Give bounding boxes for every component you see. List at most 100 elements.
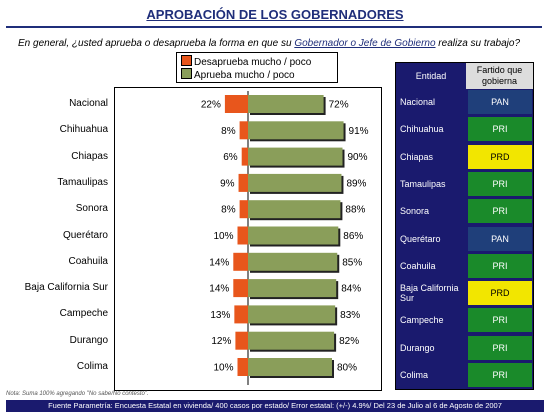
bar-aprueba: [248, 200, 341, 219]
survey-question: En general, ¿usted aprueba o desaprueba …: [18, 38, 538, 49]
bar-aprueba: [248, 226, 339, 245]
table-row: Querétaro PAN: [396, 226, 533, 252]
table-cell-entidad: Querétaro: [400, 233, 441, 244]
bar-aprueba: [248, 121, 344, 140]
bar-desaprueba: [238, 173, 248, 192]
party-table: Entidad Fartido que gobierna Nacional PAN…: [395, 62, 534, 390]
bar-aprueba: [248, 305, 336, 324]
data-label-desaprueba: 10%: [213, 231, 233, 242]
table-row: Sonora PRI: [396, 198, 533, 224]
data-label-aprueba: 72%: [329, 100, 349, 111]
data-label-desaprueba: 8%: [221, 126, 236, 137]
table-row: Campeche PRI: [396, 307, 533, 333]
bar-aprueba: [248, 331, 335, 350]
table-cell-partido: PRD: [468, 281, 532, 306]
table-row: Chihuahua PRI: [396, 116, 533, 142]
question-text-end: realiza su trabajo?: [435, 38, 521, 49]
category-label: Coahuila: [68, 255, 108, 267]
table-cell-entidad: Sonora: [400, 206, 430, 217]
table-cell-entidad: Baja California Sur: [400, 283, 459, 304]
data-label-desaprueba: 22%: [201, 100, 221, 111]
bar-desaprueba: [239, 121, 248, 140]
data-label-desaprueba: 10%: [213, 363, 233, 374]
bar-desaprueba: [235, 331, 248, 350]
table-row: Coahuila PRI: [396, 253, 533, 279]
category-label: Durango: [69, 334, 108, 346]
legend-item-desaprueba: Desaprueba mucho / poco: [181, 55, 312, 68]
table-cell-entidad: Coahuila: [400, 260, 436, 271]
data-label-aprueba: 82%: [339, 336, 359, 347]
category-label: Tamaulipas: [57, 176, 108, 188]
table-row: Colima PRI: [396, 362, 533, 388]
bar-desaprueba: [233, 279, 248, 298]
category-label: Colima: [76, 361, 108, 372]
table-cell-partido: PRI: [468, 335, 532, 360]
table-row: Baja California Sur PRD: [396, 280, 533, 306]
table-cell-partido: PRI: [468, 253, 532, 278]
table-cell-entidad: Chiapas: [400, 151, 434, 162]
data-label-desaprueba: 8%: [221, 205, 236, 216]
table-row: Tamaulipas PRI: [396, 171, 533, 197]
chart-legend: Desaprueba mucho / poco Aprueba mucho / …: [176, 52, 338, 83]
source-footer: Fuente Parametría: Encuesta Estatal en v…: [6, 400, 544, 412]
bar-desaprueba: [224, 95, 248, 113]
legend-label-desaprueba: Desaprueba mucho / poco: [194, 57, 312, 68]
data-label-desaprueba: 6%: [223, 152, 238, 163]
bar-desaprueba: [241, 147, 248, 166]
bar-aprueba: [248, 173, 342, 192]
legend-item-aprueba: Aprueba mucho / poco: [181, 68, 295, 81]
bar-aprueba: [248, 147, 343, 166]
category-label: Querétaro: [62, 229, 108, 241]
table-row: Nacional PAN: [396, 89, 533, 115]
bar-aprueba: [248, 252, 338, 271]
category-label: Chiapas: [71, 150, 108, 162]
page-title: APROBACIÓN DE LOS GOBERNADORES: [146, 7, 404, 22]
table-row: Chiapas PRD: [396, 144, 533, 170]
table-cell-partido: PAN: [468, 226, 532, 251]
table-cell-entidad: Nacional: [400, 97, 436, 107]
data-label-aprueba: 84%: [341, 284, 361, 295]
data-label-aprueba: 91%: [349, 126, 369, 137]
bar-aprueba: [248, 279, 337, 298]
category-label: Nacional: [69, 98, 108, 109]
data-label-desaprueba: 13%: [210, 310, 230, 321]
question-highlight: Gobernador o Jefe de Gobierno: [294, 38, 436, 49]
bar-desaprueba: [233, 252, 248, 271]
footnote: Nota: Suma 100% agregando "No sabe/No co…: [6, 391, 149, 397]
table-cell-entidad: Chihuahua: [400, 124, 444, 135]
category-label: Chihuahua: [59, 124, 108, 136]
data-label-aprueba: 90%: [348, 152, 368, 163]
data-label-aprueba: 83%: [340, 310, 360, 321]
category-label: Sonora: [75, 203, 108, 215]
legend-label-aprueba: Aprueba mucho / poco: [194, 70, 295, 81]
table-cell-entidad: Tamaulipas: [400, 178, 446, 189]
data-label-aprueba: 80%: [337, 363, 357, 374]
data-label-desaprueba: 12%: [211, 336, 231, 347]
question-text-start: En general, ¿usted aprueba o desaprueba …: [18, 38, 295, 49]
table-header-entidad: Entidad: [396, 63, 466, 89]
category-label: Baja California Sur: [24, 282, 108, 294]
category-label: Campeche: [59, 308, 108, 320]
bar-aprueba: [248, 95, 324, 113]
table-cell-entidad: Colima: [400, 370, 429, 380]
table-cell-entidad: Campeche: [400, 315, 444, 326]
bar-desaprueba: [237, 358, 248, 376]
table-cell-partido: PAN: [468, 90, 532, 114]
table-cell-partido: PRD: [468, 144, 532, 169]
data-label-desaprueba: 14%: [209, 257, 229, 268]
bar-desaprueba: [234, 305, 248, 324]
table-cell-partido: PRI: [468, 199, 532, 224]
legend-swatch-desaprueba: [181, 55, 192, 66]
table-header-partido: Fartido que gobierna: [466, 63, 533, 89]
title-divider: [6, 26, 542, 28]
table-cell-entidad: Durango: [400, 342, 435, 353]
table-cell-partido: PRI: [468, 308, 532, 333]
data-label-desaprueba: 14%: [209, 284, 229, 295]
data-label-aprueba: 88%: [345, 205, 365, 216]
data-label-desaprueba: 9%: [220, 178, 235, 189]
data-label-aprueba: 85%: [342, 257, 362, 268]
data-label-aprueba: 89%: [346, 178, 366, 189]
table-cell-partido: PRI: [468, 171, 532, 196]
bar-desaprueba: [239, 200, 248, 219]
